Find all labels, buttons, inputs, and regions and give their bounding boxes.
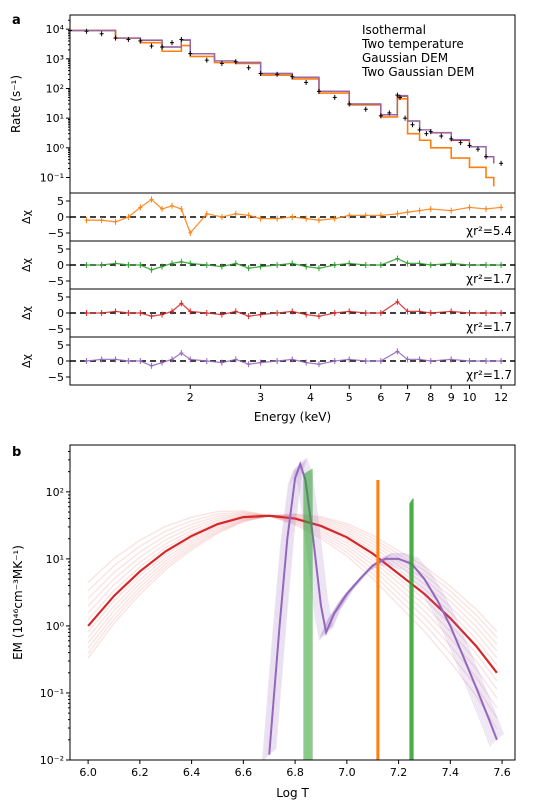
legend-entry-0: Isothermal bbox=[362, 23, 426, 37]
logt-xtick-label: 7.2 bbox=[390, 766, 408, 779]
logt-xlabel: Log T bbox=[276, 786, 309, 800]
legend-entry-2: Gaussian DEM bbox=[362, 51, 448, 65]
gaussian-dem-sample bbox=[87, 513, 498, 699]
residual-trace-0 bbox=[86, 198, 502, 235]
residual-ytick-label: 0 bbox=[57, 355, 64, 368]
gaussian-dem-sample bbox=[87, 511, 498, 719]
gaussian-dem-sample bbox=[87, 515, 498, 652]
residual-ytick-label: −5 bbox=[48, 275, 64, 288]
chi-label-1: χr²=1.7 bbox=[466, 272, 512, 286]
em-ytick-label: 10⁻² bbox=[40, 754, 64, 767]
spectrum-ylabel: Rate (s⁻¹) bbox=[9, 75, 23, 133]
residual-ytick-label: 5 bbox=[57, 243, 64, 256]
energy-xtick-label: 10 bbox=[462, 391, 476, 404]
two-gaussian-dem-line bbox=[268, 460, 498, 755]
residual-ytick-label: 0 bbox=[57, 211, 64, 224]
spectrum-ytick-label: 10² bbox=[46, 82, 64, 95]
residual-ylabel-3: Δχ bbox=[20, 353, 33, 368]
spectrum-ytick-label: 10⁰ bbox=[46, 142, 65, 155]
residual-ytick-label: 5 bbox=[57, 291, 64, 304]
energy-xtick-label: 5 bbox=[346, 391, 353, 404]
gaussian-dem-line bbox=[87, 514, 498, 674]
residual-ylabel-0: Δχ bbox=[20, 209, 33, 224]
residual-ytick-label: −5 bbox=[48, 371, 64, 384]
panel-b: b 10⁻² 10⁻¹ 10⁰ 10¹ 10² 6.0 6.2 6.4 6.6 6.8 7.0 7.2 7… bbox=[11, 444, 516, 800]
energy-xlabel: Energy (keV) bbox=[254, 410, 331, 424]
em-ytick-label: 10² bbox=[46, 486, 64, 499]
chi-label-3: χr²=1.7 bbox=[466, 368, 512, 382]
residual-ylabel-1: Δχ bbox=[20, 257, 33, 272]
spectrum-ytick-label: 10¹ bbox=[46, 112, 64, 125]
residual-trace-2 bbox=[86, 300, 502, 317]
energy-xtick-label: 2 bbox=[187, 391, 194, 404]
panel-b-label: b bbox=[12, 445, 21, 460]
residual-ytick-label: 0 bbox=[57, 259, 64, 272]
spectrum-ytick-label: 10⁻¹ bbox=[40, 171, 64, 184]
dem-curves bbox=[87, 456, 505, 760]
panel-a: 10⁻¹ 10⁰ 10¹ 10² 10³ 10⁴ Rate (s⁻¹) a Isothermal… bbox=[9, 13, 516, 424]
residual-ytick-label: 5 bbox=[57, 195, 64, 208]
residual-ytick-label: 0 bbox=[57, 307, 64, 320]
energy-xtick-label: 7 bbox=[404, 391, 411, 404]
energy-xtick-label: 3 bbox=[257, 391, 264, 404]
gaussian-dem-sample bbox=[87, 513, 498, 659]
energy-xtick-label: 6 bbox=[377, 391, 384, 404]
two-gaussian-dem-sample bbox=[274, 456, 505, 750]
panel-a-label: a bbox=[12, 13, 21, 28]
logt-xtick-label: 7.6 bbox=[493, 766, 511, 779]
logt-xtick-label: 7.4 bbox=[442, 766, 460, 779]
legend-entry-3: Two Gaussian DEM bbox=[361, 65, 474, 79]
panel-b-frame bbox=[69, 444, 516, 761]
chi-label-0: χr²=5.4 bbox=[466, 224, 512, 238]
residual-ytick-label: −5 bbox=[48, 323, 64, 336]
residual-trace-3 bbox=[86, 350, 502, 367]
gaussian-dem-sample bbox=[87, 510, 498, 730]
residual-ytick-label: 5 bbox=[57, 339, 64, 352]
em-ytick-label: 10⁻¹ bbox=[40, 687, 64, 700]
energy-xtick-label: 12 bbox=[494, 391, 508, 404]
residual-ytick-label: −5 bbox=[48, 227, 64, 240]
em-ytick-label: 10¹ bbox=[46, 553, 64, 566]
gaussian-dem-sample bbox=[87, 514, 498, 690]
energy-xtick-label: 4 bbox=[307, 391, 314, 404]
energy-xtick-label: 9 bbox=[448, 391, 455, 404]
logt-xtick-label: 6.2 bbox=[131, 766, 149, 779]
spectrum-ytick-label: 10⁴ bbox=[46, 23, 65, 36]
logt-xtick-label: 6.8 bbox=[286, 766, 304, 779]
residual-trace-1 bbox=[86, 257, 502, 271]
legend-entry-1: Two temperature bbox=[361, 37, 464, 51]
spectrum-ytick-label: 10³ bbox=[46, 53, 64, 66]
logt-xtick-label: 7.0 bbox=[338, 766, 356, 779]
logt-xtick-label: 6.0 bbox=[79, 766, 97, 779]
residual-ylabel-2: Δχ bbox=[20, 305, 33, 320]
chi-label-2: χr²=1.7 bbox=[466, 320, 512, 334]
logt-xtick-label: 6.4 bbox=[183, 766, 201, 779]
gaussian-dem-sample bbox=[87, 514, 498, 649]
logt-xtick-label: 6.6 bbox=[235, 766, 253, 779]
em-ylabel: EM (10⁴⁶cm⁻³MK⁻¹) bbox=[11, 545, 25, 660]
gaussian-dem-sample bbox=[87, 513, 498, 654]
em-ytick-label: 10⁰ bbox=[46, 620, 65, 633]
energy-xtick-label: 8 bbox=[427, 391, 434, 404]
gaussian-dem-sample bbox=[87, 512, 498, 709]
